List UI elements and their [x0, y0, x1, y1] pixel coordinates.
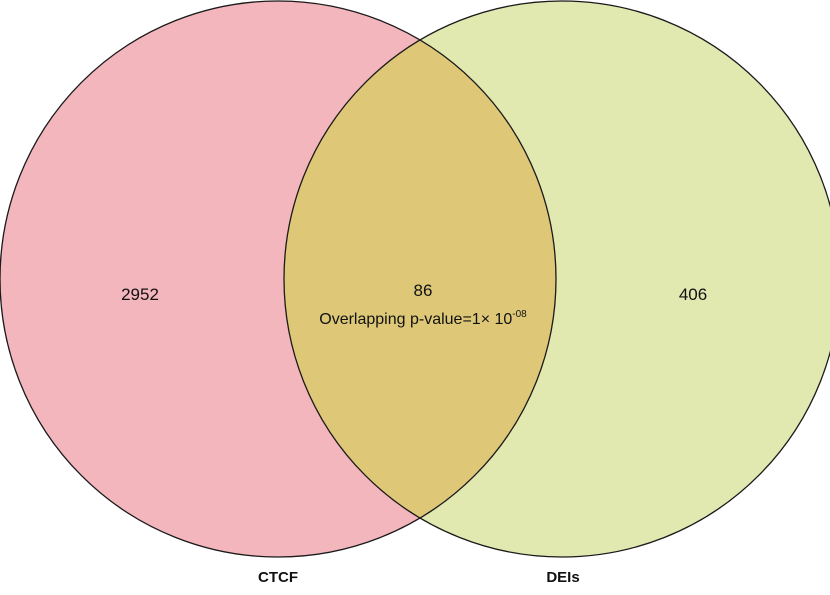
deis-only-count: 406	[679, 285, 707, 304]
overlap-region	[284, 1, 556, 557]
ctcf-label: CTCF	[258, 569, 298, 586]
overlap-pvalue: Overlapping p-value=1× 10-08	[319, 309, 527, 328]
overlap-pvalue-text: Overlapping p-value=1× 10	[319, 311, 512, 328]
ctcf-only-count: 2952	[121, 285, 159, 304]
deis-circle-outline	[283, 0, 830, 558]
ctcf-circle-outline	[0, 0, 557, 558]
overlap-count: 86	[414, 281, 433, 300]
deis-label: DEIs	[546, 569, 579, 586]
overlap-pvalue-exponent: -08	[512, 309, 527, 320]
